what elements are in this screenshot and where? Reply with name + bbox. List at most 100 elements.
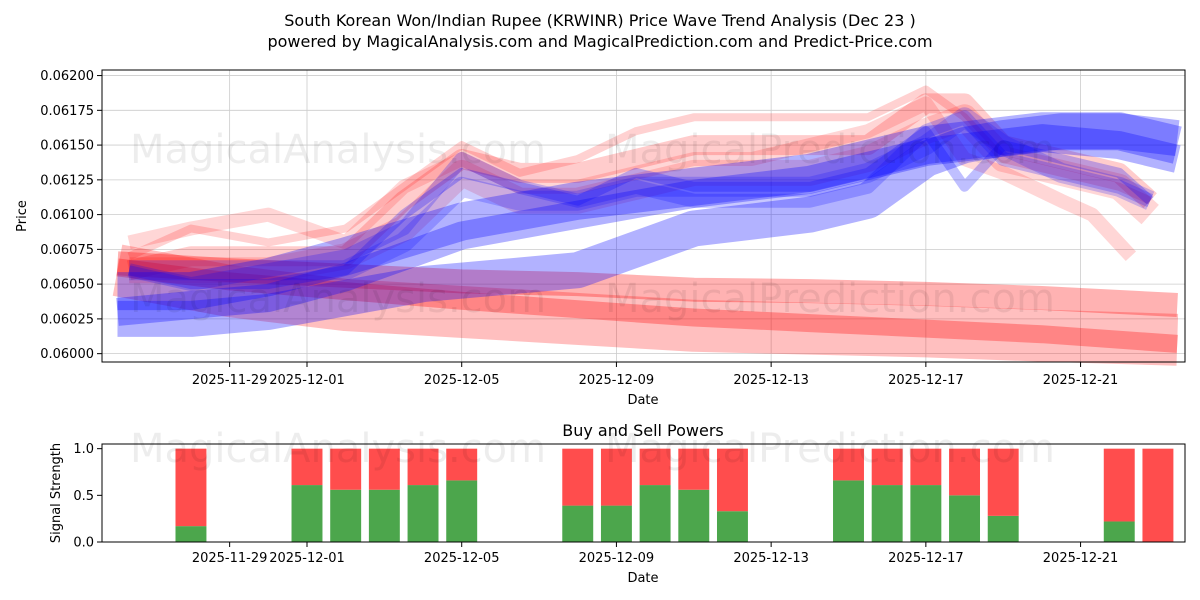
price-plot-frame <box>101 69 1186 363</box>
series-red-band-upper <box>116 251 1178 317</box>
buy-bar <box>600 505 632 542</box>
price-y-tick-label: 0.06075 <box>40 243 94 258</box>
price-y-tick-label: 0.06125 <box>40 173 94 188</box>
series-red-wave-4 <box>127 96 1137 262</box>
buy-bar <box>330 489 362 542</box>
series-red-wave-3 <box>129 104 1159 284</box>
sell-bar <box>716 448 748 512</box>
buy-bar <box>871 485 903 542</box>
series-red-channel <box>112 244 1179 366</box>
watermark-5: MagicalAnalysis.com <box>130 426 546 472</box>
sell-bar <box>446 448 478 481</box>
series-blue-wave-3 <box>129 107 1155 281</box>
series-blue-band-2 <box>117 112 1182 311</box>
sell-bar <box>1142 448 1174 542</box>
series-red-wave-2 <box>126 93 1157 280</box>
sell-bar <box>987 448 1019 516</box>
sell-bar <box>330 448 362 490</box>
sell-bar <box>175 448 207 527</box>
signal-x-tick-label: 2025-12-13 <box>733 551 809 566</box>
signal-x-tick-label: 2025-12-05 <box>424 551 500 566</box>
signal-plot-watermarks: MagicalAnalysis.com MagicalPrediction.co… <box>130 426 1055 472</box>
sell-bar <box>368 448 400 490</box>
sell-bar <box>949 448 981 496</box>
price-x-tick-label: 2025-11-29 <box>192 373 268 388</box>
watermark-3: MagicalAnalysis.com <box>130 276 546 322</box>
chart-title: South Korean Won/Indian Rupee (KRWINR) P… <box>284 11 915 30</box>
price-x-tick-label: 2025-12-05 <box>424 373 500 388</box>
buy-bar <box>833 480 864 542</box>
series-blue-band-1 <box>116 124 1181 326</box>
signal-x-tick-label: 2025-12-01 <box>269 551 345 566</box>
price-plot-x-ticks: 2025-11-29 2025-12-01 2025-12-05 2025-12-09… <box>192 362 1118 388</box>
sell-bar <box>1103 448 1135 522</box>
buy-bar <box>1103 521 1135 542</box>
watermark-4: MagicalPrediction.com <box>605 276 1055 322</box>
series-blue-wave-2 <box>128 126 1154 290</box>
signal-plot-x-ticks: 2025-11-29 2025-12-01 2025-12-05 2025-12-09… <box>192 542 1118 566</box>
sell-bar <box>678 448 710 490</box>
signal-plot-title: Buy and Sell Powers <box>562 421 724 440</box>
price-y-tick-label: 0.06175 <box>40 104 94 119</box>
price-plot-series <box>112 85 1182 366</box>
price-y-tick-label: 0.06200 <box>40 69 94 84</box>
price-y-tick-label: 0.06050 <box>40 278 94 293</box>
series-blue-channel <box>117 113 1180 337</box>
buy-bar <box>291 485 323 542</box>
price-x-tick-label: 2025-12-21 <box>1043 373 1119 388</box>
signal-y-tick-label: 1.0 <box>73 442 94 457</box>
signal-x-tick-label: 2025-12-21 <box>1043 551 1119 566</box>
signal-plot-bars <box>175 448 1174 542</box>
price-y-tick-label: 0.06025 <box>40 312 94 327</box>
buy-bar <box>175 526 207 542</box>
series-red-band-lower <box>116 258 1178 353</box>
watermark-2: MagicalPrediction.com <box>605 127 1055 173</box>
price-plot-watermarks: MagicalAnalysis.com MagicalPrediction.co… <box>130 127 1055 322</box>
signal-x-tick-label: 2025-12-09 <box>579 551 655 566</box>
sell-bar <box>600 448 632 506</box>
price-x-tick-label: 2025-12-01 <box>269 373 345 388</box>
sell-bar <box>833 448 864 481</box>
buy-bar <box>368 489 400 542</box>
buy-bar <box>639 485 671 542</box>
buy-bar <box>407 485 439 542</box>
series-blue-wave-1 <box>127 110 1154 292</box>
buy-bar <box>562 505 594 542</box>
buy-bar <box>446 480 478 542</box>
sell-bar <box>871 448 903 486</box>
sell-bar <box>910 448 942 486</box>
signal-plot-ylabel: Signal Strength <box>49 443 64 543</box>
price-plot-y-ticks: 0.06000 0.06025 0.06050 0.06075 0.06100 0.061… <box>40 69 102 362</box>
buy-bar <box>949 495 981 542</box>
signal-plot-xlabel: Date <box>627 571 658 586</box>
signal-y-tick-label: 0.5 <box>73 489 94 504</box>
signal-x-tick-label: 2025-11-29 <box>192 551 268 566</box>
watermark-6: MagicalPrediction.com <box>605 426 1055 472</box>
price-plot: MagicalAnalysis.com MagicalPrediction.co… <box>15 69 1186 408</box>
buy-bar <box>987 515 1019 542</box>
watermark-1: MagicalAnalysis.com <box>130 127 546 173</box>
price-y-tick-label: 0.06000 <box>40 347 94 362</box>
series-red-wave-1 <box>127 85 1152 260</box>
buy-bar <box>716 511 748 542</box>
sell-bar <box>407 448 439 486</box>
price-x-tick-label: 2025-12-09 <box>579 373 655 388</box>
buy-bar <box>910 485 942 542</box>
signal-y-tick-label: 0.0 <box>73 536 94 551</box>
signal-plot-frame <box>101 443 1186 543</box>
price-y-tick-label: 0.06100 <box>40 208 94 223</box>
signal-plot-y-ticks: 0.0 0.5 1.0 <box>73 442 102 551</box>
chart-subtitle: powered by MagicalAnalysis.com and Magic… <box>267 32 932 51</box>
price-x-tick-label: 2025-12-17 <box>888 373 964 388</box>
price-y-tick-label: 0.06150 <box>40 139 94 154</box>
signal-plot: Buy and Sell Powers MagicalAnalysis.com … <box>49 421 1186 586</box>
buy-bar <box>678 489 710 542</box>
sell-bar <box>639 448 671 486</box>
price-plot-xlabel: Date <box>627 393 658 408</box>
price-x-tick-label: 2025-12-13 <box>733 373 809 388</box>
signal-x-tick-label: 2025-12-17 <box>888 551 964 566</box>
sell-bar <box>291 448 323 486</box>
price-plot-ylabel: Price <box>15 200 30 232</box>
sell-bar <box>562 448 594 506</box>
